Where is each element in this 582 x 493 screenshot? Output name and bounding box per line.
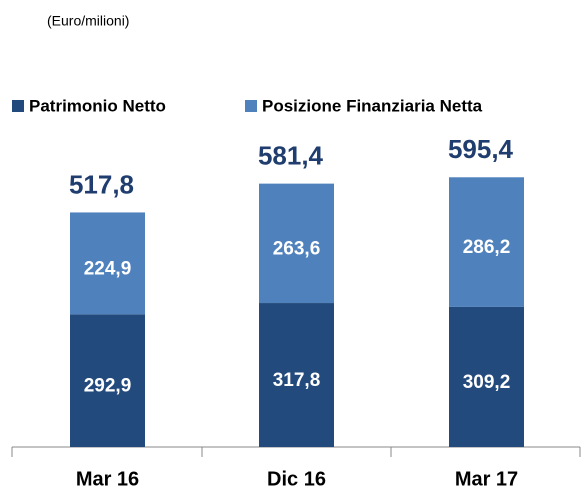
value-label: 224,9 [84, 258, 132, 279]
value-label: 317,8 [273, 370, 321, 391]
value-label: 292,9 [84, 376, 132, 397]
value-label: 263,6 [273, 238, 321, 259]
bar-segment [70, 212, 145, 315]
total-label: 517,8 [69, 169, 134, 199]
bar-segment [449, 177, 524, 307]
total-label: 595,4 [448, 134, 514, 164]
chart-subtitle: (Euro/milioni) [47, 13, 129, 29]
value-label: 309,2 [463, 372, 511, 393]
x-tick-label: Mar 16 [76, 468, 139, 490]
x-tick-label: Mar 17 [455, 468, 518, 490]
bar-segment [259, 303, 334, 447]
legend-label: Patrimonio Netto [29, 96, 166, 115]
bar-segment [259, 183, 334, 304]
total-label: 581,4 [258, 141, 324, 171]
legend-label: Posizione Finanziaria Netta [262, 96, 483, 115]
bar-segment [70, 314, 145, 447]
legend-swatch [12, 100, 24, 112]
x-tick-label: Dic 16 [267, 468, 326, 490]
legend-swatch [245, 100, 257, 112]
bar-segment [449, 306, 524, 447]
value-label: 286,2 [463, 237, 511, 258]
